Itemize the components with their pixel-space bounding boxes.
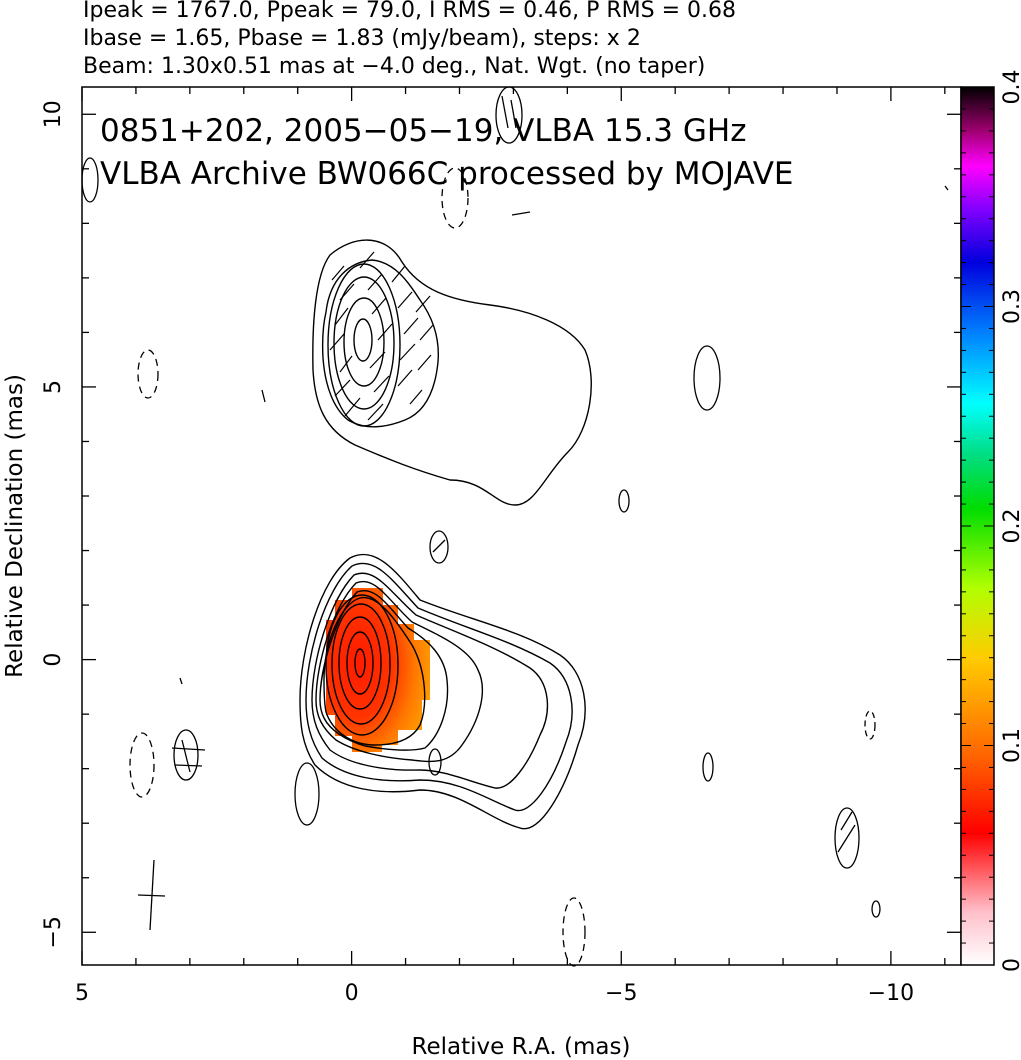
noise-contours [81,86,949,967]
y-axis-label: Relative Declination (mas) [2,374,28,678]
y-tick-label: 10 [41,100,66,128]
header-line-3: Beam: 1.30x0.51 mas at −4.0 deg., Nat. W… [83,54,705,79]
x-tick-label: 0 [345,981,359,1006]
y-tick-label: 5 [41,380,66,394]
core-contours [299,553,586,830]
polarization-vectors [329,251,434,421]
y-tick-label: −5 [41,916,66,948]
archive-label: VLBA Archive BW066C processed by MOJAVE [100,156,794,192]
source-label: 0851+202, 2005−05−19, VLBA 15.3 GHz [100,113,746,149]
header-line-1: Ipeak = 1767.0, Ppeak = 79.0, I RMS = 0.… [83,0,736,23]
polarization-patch [326,588,430,752]
colorbar-axis: 0 0.1 0.2 0.3 0.4 [961,70,1021,972]
colorbar-tick-label: 0.1 [1000,728,1021,763]
y-axis: −5 0 5 10 [41,100,961,948]
colorbar-tick-label: 0.3 [1000,289,1021,324]
colorbar-tick-label: 0 [1000,958,1021,972]
y-tick-label: 0 [41,653,66,667]
jet-contours [312,239,592,506]
colorbar-tick-label: 0.2 [1000,509,1021,544]
x-axis: 5 0 −5 −10 [75,87,946,1006]
x-axis-label: Relative R.A. (mas) [412,1034,631,1060]
plot-frame [81,86,962,966]
x-tick-label: −5 [605,981,637,1006]
x-tick-label: 5 [75,981,89,1006]
colorbar-tick-label: 0.4 [1000,70,1021,105]
x-tick-label: −10 [868,981,914,1006]
header-line-2: Ibase = 1.65, Pbase = 1.83 (mJy/beam), s… [83,26,641,51]
